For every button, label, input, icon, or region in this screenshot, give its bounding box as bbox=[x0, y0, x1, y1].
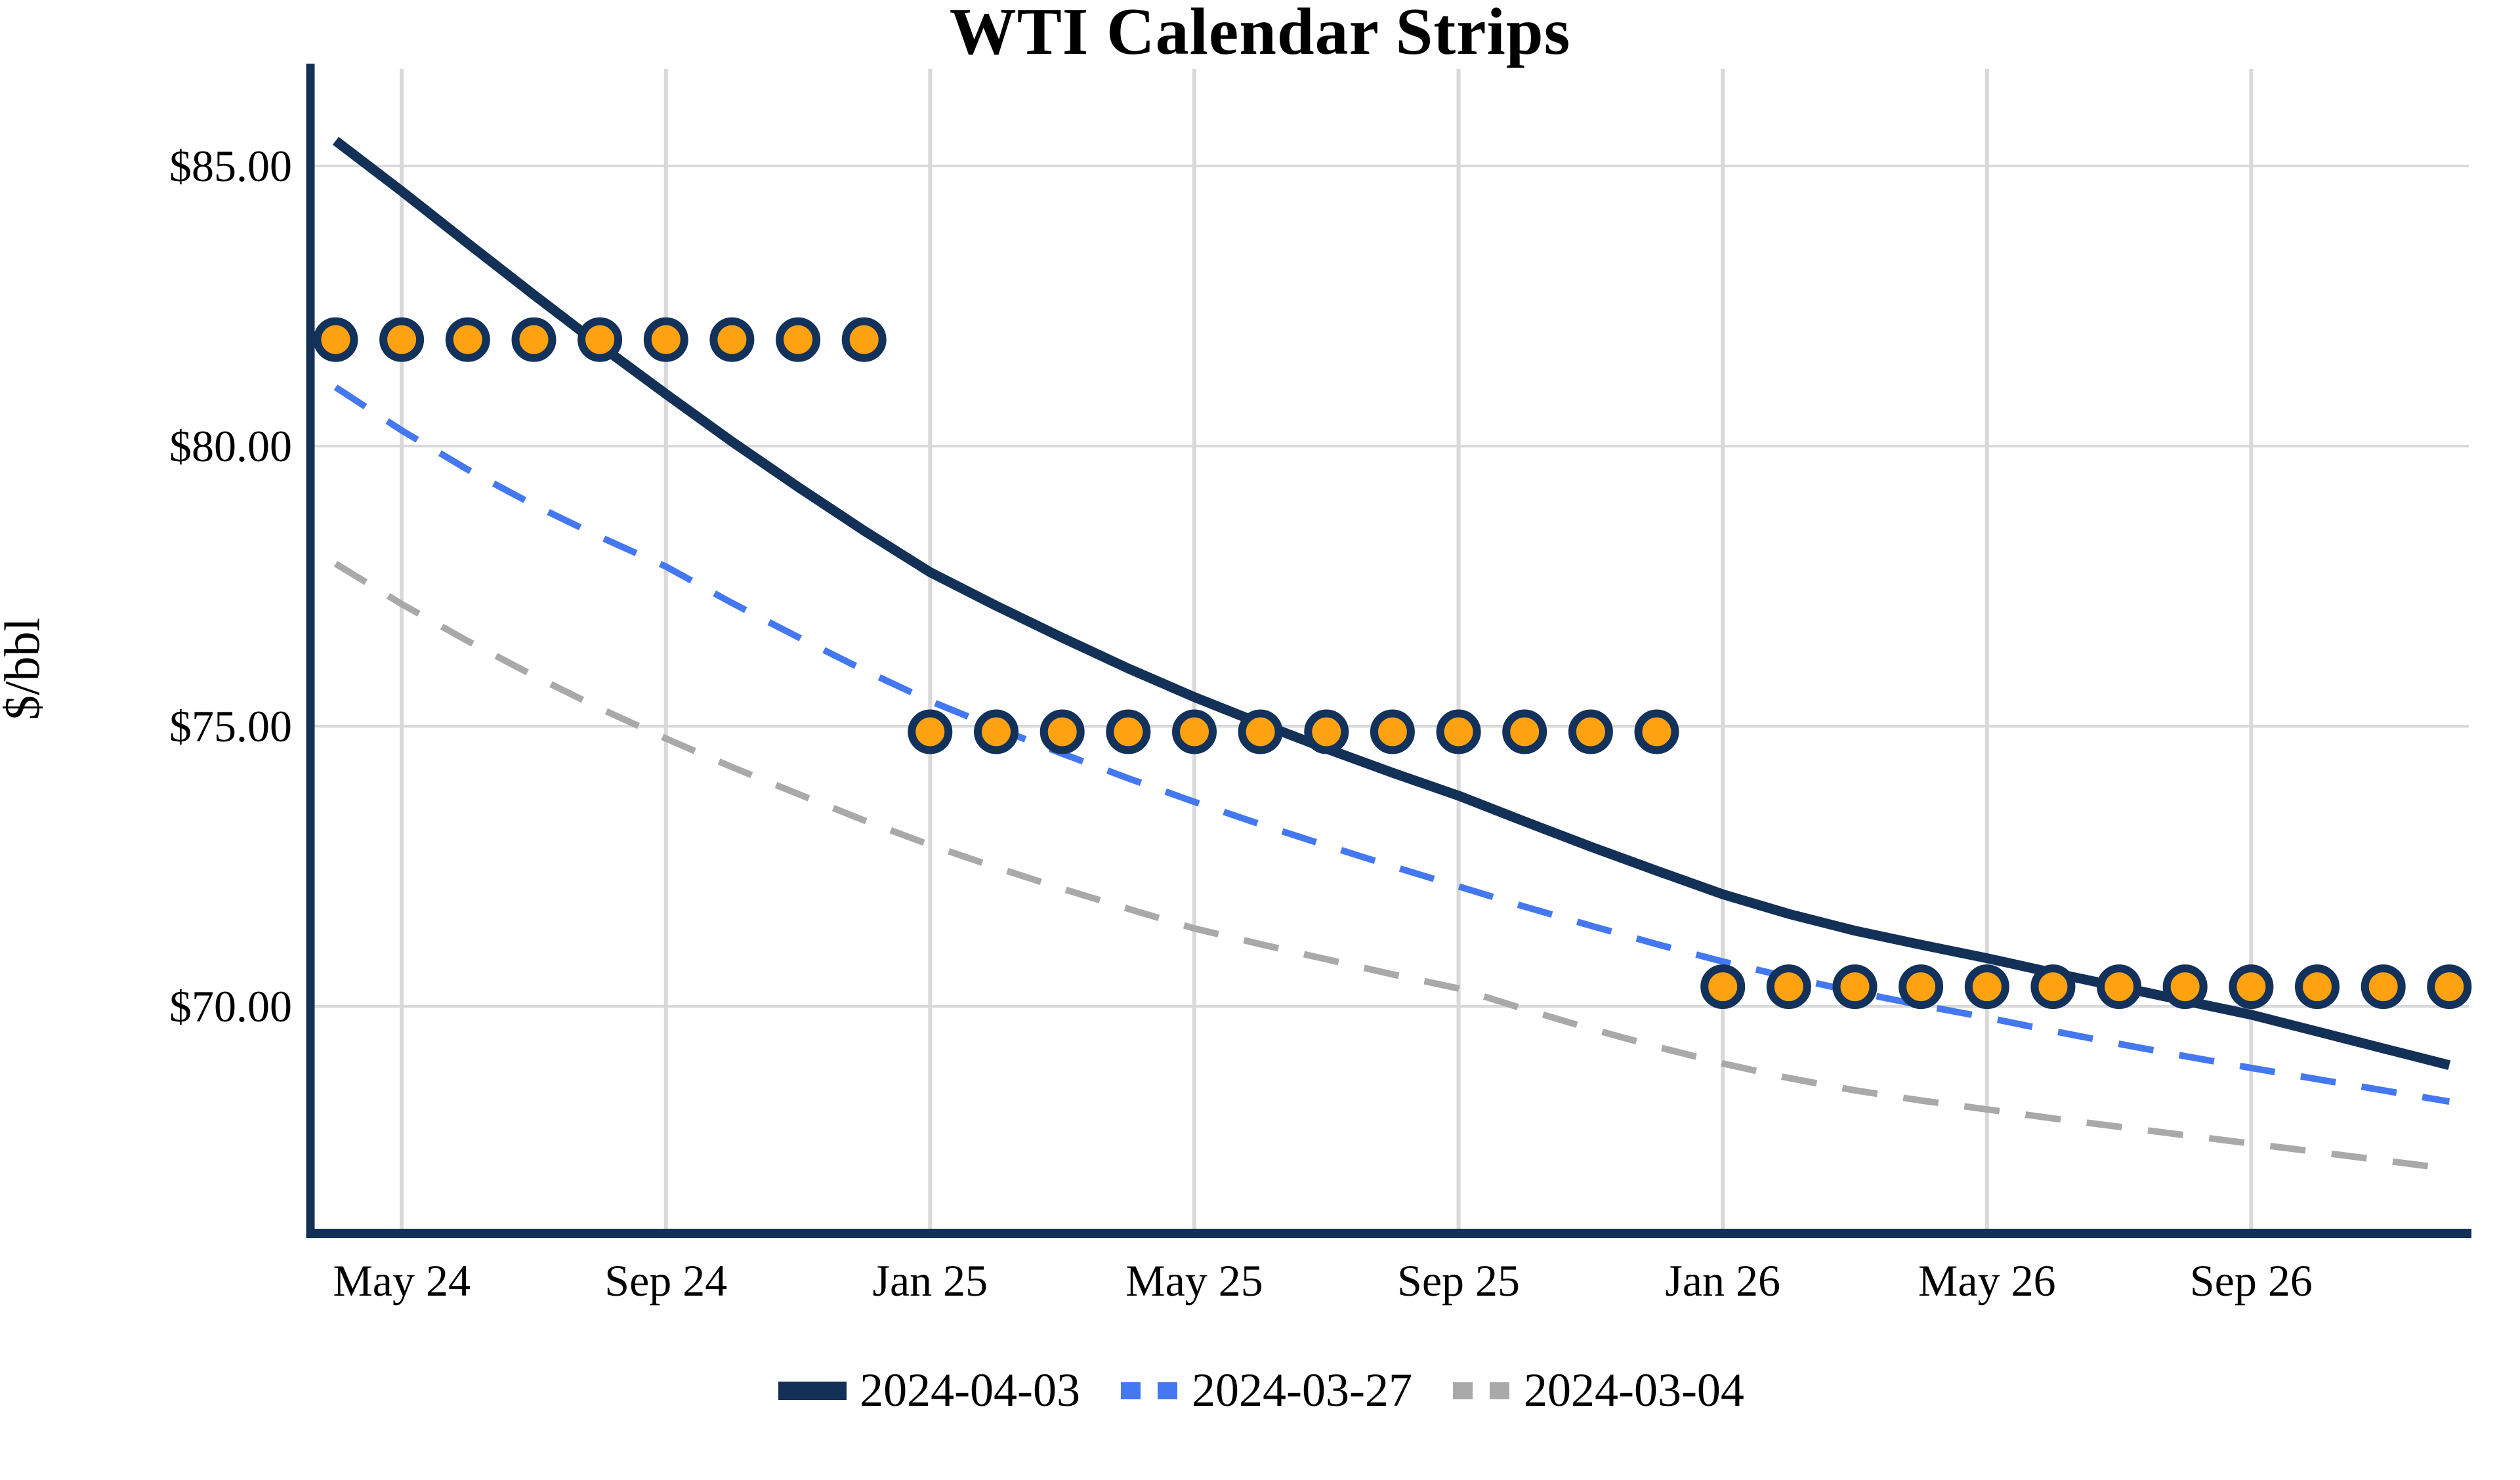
strip-dot-calendar-2025-strip bbox=[1238, 709, 1283, 754]
strip-dot-calendar-2026-strip bbox=[1832, 964, 1878, 1010]
strip-dot-calendar-2024-strip bbox=[578, 317, 623, 362]
strip-dot-calendar-2026-strip bbox=[2030, 964, 2076, 1010]
legend-item-2024-04-03: 2024-04-03 bbox=[776, 1363, 1080, 1418]
legend-item-2024-03-04: 2024-03-04 bbox=[1450, 1363, 1744, 1418]
x-tick-label: Sep 24 bbox=[604, 1256, 727, 1305]
series-line-2024-03-04 bbox=[333, 561, 2450, 1172]
strip-dot-calendar-2025-strip bbox=[1304, 709, 1349, 754]
y-tick-label: $85.00 bbox=[169, 141, 292, 191]
strip-dot-calendar-2025-strip bbox=[1634, 709, 1679, 754]
legend: 2024-04-03 2024-03-27 2024-03-04 bbox=[0, 1363, 2520, 1418]
x-tick-label: Jan 25 bbox=[873, 1256, 988, 1305]
strip-dot-calendar-2024-strip bbox=[841, 317, 887, 362]
strip-dot-calendar-2025-strip bbox=[1370, 709, 1415, 754]
legend-label: 2024-03-04 bbox=[1523, 1364, 1744, 1416]
strip-dot-calendar-2026-strip bbox=[2427, 964, 2472, 1010]
strip-dot-calendar-2026-strip bbox=[1700, 964, 1746, 1010]
strip-dot-calendar-2025-strip bbox=[908, 709, 953, 754]
strip-dot-calendar-2026-strip bbox=[2229, 964, 2274, 1010]
chart-title: WTI Calendar Strips bbox=[949, 0, 1571, 69]
strip-dot-calendar-2024-strip bbox=[445, 317, 490, 362]
strip-dot-calendar-2024-strip bbox=[379, 317, 425, 362]
y-tick-label: $75.00 bbox=[169, 701, 292, 751]
strip-dot-calendar-2026-strip bbox=[2361, 964, 2406, 1010]
strip-dot-calendar-2025-strip bbox=[1568, 709, 1613, 754]
strip-dot-calendar-2025-strip bbox=[1040, 709, 1085, 754]
strip-dot-calendar-2024-strip bbox=[776, 317, 821, 362]
strip-dot-calendar-2024-strip bbox=[643, 317, 688, 362]
x-tick-label: Sep 25 bbox=[1397, 1256, 1520, 1305]
x-tick-label: May 26 bbox=[1918, 1256, 2056, 1305]
strip-dot-calendar-2024-strip bbox=[313, 317, 358, 362]
series-line-2024-03-27 bbox=[333, 384, 2450, 1105]
y-tick-label: $80.00 bbox=[169, 421, 292, 471]
strip-dot-calendar-2025-strip bbox=[974, 709, 1018, 754]
x-tick-label: May 24 bbox=[333, 1256, 471, 1305]
legend-swatch-dashed-line bbox=[1121, 1382, 1179, 1399]
legend-item-2024-03-27: 2024-03-27 bbox=[1118, 1363, 1412, 1418]
strip-dot-calendar-2026-strip bbox=[1964, 964, 2009, 1010]
strip-dot-calendar-2026-strip bbox=[2097, 964, 2142, 1010]
legend-swatch-dashed-line bbox=[1452, 1382, 1511, 1399]
strip-dot-calendar-2026-strip bbox=[2295, 964, 2340, 1010]
strip-dot-calendar-2026-strip bbox=[1899, 964, 1944, 1010]
strip-dot-calendar-2024-strip bbox=[709, 317, 755, 362]
legend-swatch-solid-line bbox=[778, 1381, 847, 1400]
strip-dot-calendar-2026-strip bbox=[1766, 964, 1811, 1010]
x-tick-label: Jan 26 bbox=[1665, 1256, 1780, 1305]
strip-dot-calendar-2026-strip bbox=[2162, 964, 2208, 1010]
strip-dot-calendar-2025-strip bbox=[1172, 709, 1217, 754]
strip-dot-calendar-2025-strip bbox=[1436, 709, 1481, 754]
legend-label: 2024-04-03 bbox=[860, 1364, 1081, 1416]
strip-dot-calendar-2024-strip bbox=[511, 317, 556, 362]
x-tick-label: May 25 bbox=[1125, 1256, 1263, 1305]
legend-label: 2024-03-27 bbox=[1192, 1364, 1412, 1416]
strip-dot-calendar-2025-strip bbox=[1106, 709, 1151, 754]
x-tick-label: Sep 26 bbox=[2190, 1256, 2313, 1305]
strip-dot-calendar-2025-strip bbox=[1502, 709, 1547, 754]
series-line-2024-04-03 bbox=[332, 136, 2451, 1070]
y-tick-label: $70.00 bbox=[169, 981, 292, 1031]
